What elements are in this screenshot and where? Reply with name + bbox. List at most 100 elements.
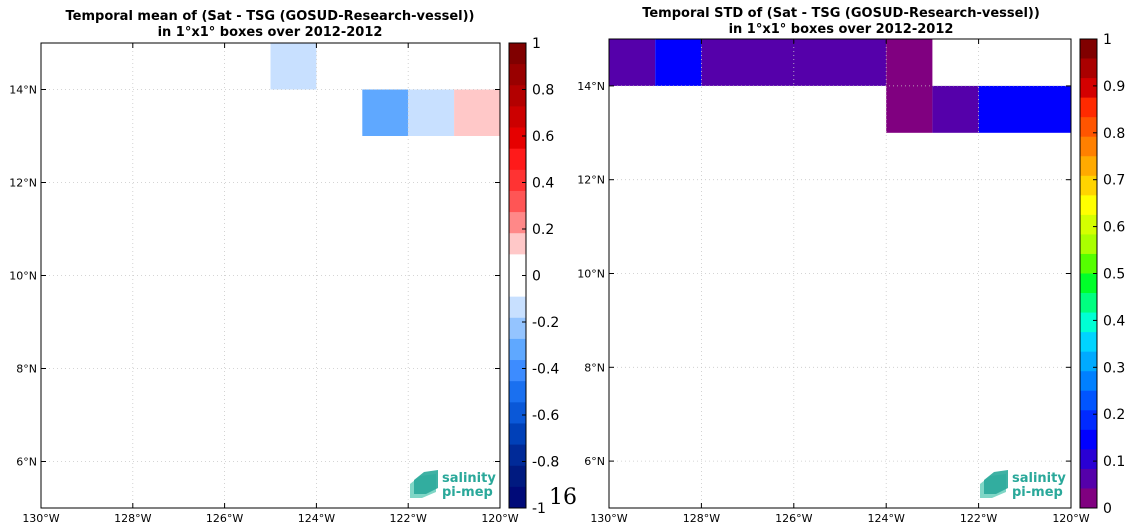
x-tick-label: 130°W	[590, 512, 627, 525]
colorbar-segment	[509, 275, 526, 298]
colorbar: 1 0.9 0.8 0.7 0.6 0.5 0.4 0.3 0.2 0.1 0	[1079, 32, 1125, 517]
colorbar-segment	[509, 317, 526, 340]
colorbar-tick-label: 0.7	[1103, 173, 1125, 189]
colorbar-tick-label: 0	[1103, 501, 1112, 517]
colorbar-segment	[509, 338, 526, 361]
heatmap-cells	[270, 43, 500, 136]
colorbar-segment	[1080, 449, 1097, 470]
colorbar-segment	[1080, 390, 1097, 411]
std-chart: Temporal STD of (Sat - TSG (GOSUD-Resear…	[577, 6, 1125, 525]
logo-line1: salinity	[442, 471, 496, 486]
colorbar-segment	[509, 254, 526, 276]
colorbar-segment	[1080, 488, 1097, 509]
colorbar-segment	[509, 402, 526, 424]
colorbar-segment	[1080, 253, 1097, 274]
x-tick-label: 126°W	[206, 512, 243, 525]
y-axis: 6°N 8°N 10°N 12°N 14°N	[577, 80, 1071, 468]
colorbar-segment	[1080, 97, 1097, 118]
colorbar-segment	[1080, 214, 1097, 235]
chart-title: Temporal mean of (Sat - TSG (GOSUD-Resea…	[66, 9, 475, 24]
x-tick-label: 122°W	[960, 512, 997, 525]
colorbar-segment	[1080, 39, 1097, 59]
colorbar-segment	[1080, 156, 1097, 177]
chart-title: Temporal STD of (Sat - TSG (GOSUD-Resear…	[642, 6, 1040, 21]
y-axis: 6°N 8°N 10°N 12°N 14°N	[9, 84, 500, 469]
colorbar-tick-label: 0.9	[1103, 79, 1125, 95]
colorbar-segment	[1080, 136, 1097, 157]
colorbar-tick-label: 0.3	[1103, 360, 1125, 376]
logo-mark-icon	[410, 470, 438, 498]
colorbar-tick-label: -0.6	[532, 408, 559, 424]
colorbar-tick-label: 0.2	[1103, 407, 1125, 423]
colorbar-tick-label: 0.4	[532, 176, 554, 192]
colorbar-segment	[509, 486, 526, 509]
colorbar-tick-label: 0.4	[1103, 313, 1125, 329]
colorbar-tick-label: 0.6	[532, 129, 554, 145]
colorbar-segment	[1080, 195, 1097, 216]
colorbar-segment	[509, 43, 526, 65]
colorbar-segment	[509, 148, 526, 171]
salinity-pimep-logo: salinity pi-mep	[980, 470, 1066, 500]
y-tick-label: 6°N	[584, 455, 605, 468]
logo-line2: pi-mep	[1012, 485, 1063, 500]
colorbar-segment	[1080, 371, 1097, 392]
x-tick-label: 124°W	[298, 512, 335, 525]
x-tick-label: 120°W	[1052, 512, 1089, 525]
heatmap-cell	[408, 89, 455, 136]
heatmap-cell	[978, 85, 1071, 133]
colorbar-tick-label: -1	[532, 501, 546, 517]
colorbar-segment	[1080, 234, 1097, 255]
y-tick-label: 10°N	[577, 268, 605, 281]
colorbar-segment	[509, 233, 526, 255]
colorbar-tick-label: 0.5	[1103, 267, 1125, 283]
colorbar-segment	[509, 106, 526, 128]
colorbar: 1 0.8 0.6 0.4 0.2 0 -0.2 -0.4 -0.6 -0.8 -1	[508, 36, 559, 517]
heatmap-cell	[932, 85, 979, 133]
colorbar-segment	[509, 169, 526, 192]
colorbar-segment	[509, 296, 526, 319]
y-tick-label: 12°N	[9, 177, 37, 190]
y-tick-label: 14°N	[577, 80, 605, 93]
x-axis: 130°W 128°W 126°W 124°W 122°W 120°W	[590, 39, 1090, 525]
colorbar-segment	[1080, 429, 1097, 450]
y-tick-label: 10°N	[9, 270, 37, 283]
y-tick-label: 6°N	[16, 456, 37, 469]
x-tick-label: 128°W	[114, 512, 151, 525]
heatmap-cell	[655, 39, 702, 86]
colorbar-segment	[1080, 175, 1097, 196]
colorbar-tick-label: 0.8	[532, 83, 554, 99]
colorbar-segment	[1080, 410, 1097, 431]
colorbar-tick-label: 0.2	[532, 222, 554, 238]
colorbar-segment	[509, 423, 526, 445]
heatmap-cell	[454, 89, 500, 136]
colorbar-segment	[1080, 78, 1097, 99]
heatmap-cells	[609, 39, 1071, 133]
chart-subtitle: in 1°x1° boxes over 2012-2012	[729, 22, 954, 37]
colorbar-segment	[509, 64, 526, 86]
y-tick-label: 14°N	[9, 84, 37, 97]
x-tick-label: 120°W	[481, 512, 518, 525]
heatmap-cell	[609, 39, 656, 86]
colorbar-segment	[1080, 117, 1097, 138]
heatmap-cell	[701, 39, 887, 86]
colorbar-segment	[509, 85, 526, 107]
colorbar-tick-label: 0	[532, 269, 541, 285]
colorbar-segment	[1080, 273, 1097, 294]
colorbar-tick-label: 0.6	[1103, 220, 1125, 236]
chart-subtitle: in 1°x1° boxes over 2012-2012	[158, 25, 383, 40]
colorbar-segment	[509, 212, 526, 234]
page-number: 16	[549, 485, 577, 510]
colorbar-segment	[509, 190, 526, 213]
y-tick-label: 8°N	[584, 361, 605, 374]
colorbar-tick-label: 0.8	[1103, 126, 1125, 142]
colorbar-tick-label: 1	[1103, 32, 1112, 48]
colorbar-tick-label: -0.8	[532, 455, 559, 471]
colorbar-segment	[509, 465, 526, 488]
mean-chart: Temporal mean of (Sat - TSG (GOSUD-Resea…	[9, 9, 559, 525]
colorbar-segment	[509, 444, 526, 467]
logo-line1: salinity	[1012, 471, 1066, 486]
colorbar-tick-label: -0.2	[532, 315, 559, 331]
colorbar-segment	[509, 381, 526, 403]
colorbar-segment	[1080, 351, 1097, 372]
